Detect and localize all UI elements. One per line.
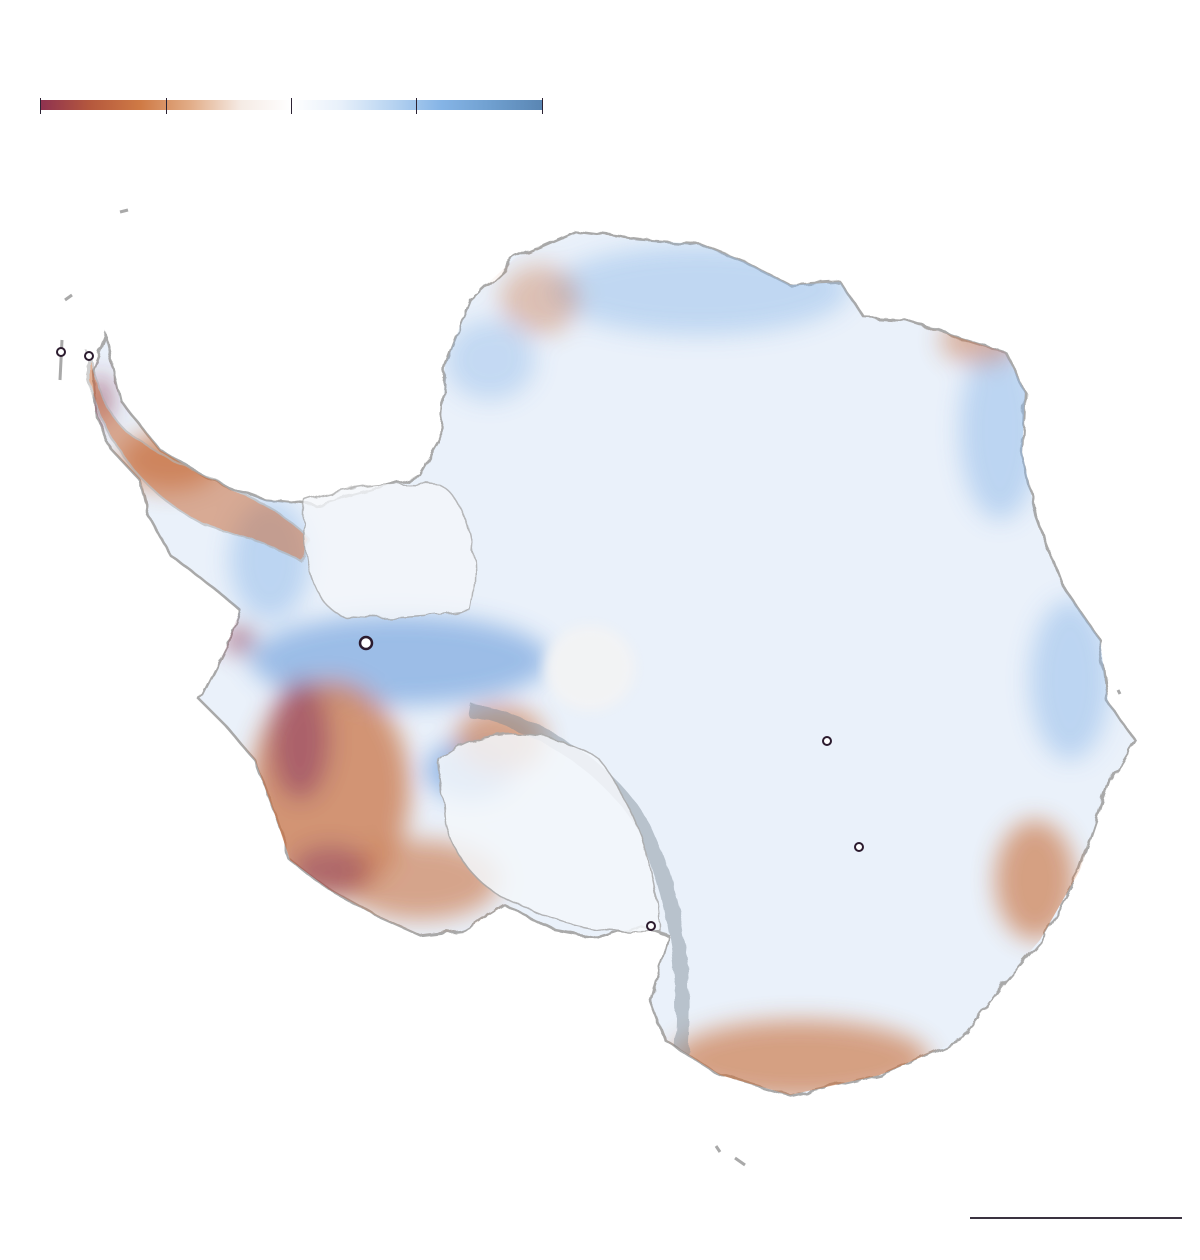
island	[58, 339, 64, 381]
station-marker	[854, 842, 864, 852]
strong-loss-region	[225, 625, 255, 655]
coastal-gain-region	[1030, 600, 1110, 760]
station-marker	[84, 351, 94, 361]
coastal-loss-region	[995, 820, 1075, 940]
coastal-loss-region	[340, 840, 500, 920]
coastal-gain-region	[445, 320, 535, 400]
coastal-gain-region	[960, 340, 1040, 520]
map-scale-bar	[970, 1217, 1182, 1219]
transantarctic-mountains	[468, 703, 690, 1061]
station-marker	[358, 635, 374, 651]
island	[64, 293, 73, 302]
scale-tick	[40, 98, 41, 114]
scale-tick	[166, 98, 167, 114]
scale-tick	[416, 98, 417, 114]
station-markers	[56, 347, 864, 931]
island	[734, 1156, 746, 1167]
island	[714, 1145, 722, 1153]
station-marker	[646, 921, 656, 931]
station-marker	[56, 347, 66, 357]
coastal-gain-region	[550, 245, 850, 335]
ronne-filchner-ice-shelf	[303, 482, 475, 618]
scale-tick	[291, 98, 292, 114]
pole-hole	[545, 625, 635, 711]
island	[1116, 689, 1122, 695]
antarctica-map	[56, 208, 1137, 1167]
ross-ice-shelf	[439, 733, 661, 933]
scale-tick	[542, 98, 543, 114]
coastal-loss-region	[670, 1020, 930, 1095]
ice-sheet	[58, 208, 1137, 1167]
island	[119, 208, 129, 214]
coastal-loss-region	[500, 265, 580, 335]
color-scale-legend	[40, 98, 543, 116]
strong-loss-region	[270, 680, 330, 800]
station-marker	[822, 736, 832, 746]
